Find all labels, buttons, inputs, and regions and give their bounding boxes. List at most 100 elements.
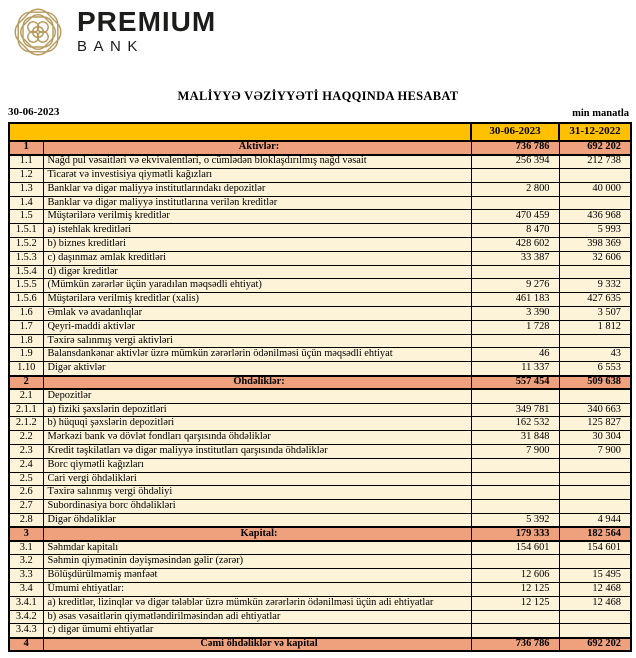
row-value-previous-cell xyxy=(558,168,632,183)
row-label-cell: Digər aktivlər xyxy=(42,361,472,377)
row-number-cell: 1.9 xyxy=(8,347,44,363)
header-col-current: 30-06-2023 xyxy=(470,122,560,142)
row-number-cell: 4 xyxy=(8,636,44,653)
row-value-current-cell: 46 xyxy=(470,347,560,363)
row-value-current-cell: 12 606 xyxy=(470,568,560,583)
row-value-current-cell xyxy=(470,457,560,473)
row-label-cell: Bölüşdürülməmiş mənfəət xyxy=(42,568,472,583)
row-value-current-cell: 12 125 xyxy=(470,582,560,597)
row-value-current-cell: 428 602 xyxy=(470,237,560,252)
row-value-previous-cell: 32 606 xyxy=(558,250,632,266)
row-number-cell: 1.5.6 xyxy=(8,292,44,308)
row-number-cell: 1.1 xyxy=(8,154,44,170)
row-value-current-cell: 33 387 xyxy=(470,250,560,266)
row-value-current-cell: 2 800 xyxy=(470,181,560,197)
row-value-previous-cell: 340 663 xyxy=(558,402,632,418)
row-value-current-cell xyxy=(470,264,560,280)
row-label-cell: Ticarət və investisiya qiymətli kağızlar… xyxy=(42,168,472,183)
row-number-cell: 3 xyxy=(8,526,44,543)
row-label-cell: Təxirə salınmış vergi aktivləri xyxy=(42,333,472,349)
row-number-cell: 1.5.4 xyxy=(8,264,44,280)
row-label-cell: Digər öhdəliklər xyxy=(42,513,472,528)
row-label-cell: Səhmin qiymətinin dəyişməsindən gəlir (z… xyxy=(42,554,472,570)
row-number-cell: 2.8 xyxy=(8,513,44,528)
row-value-current-cell xyxy=(470,623,560,639)
row-value-previous-cell xyxy=(558,471,632,487)
table-row: 2.5 Cari vergi öhdəlikləri xyxy=(8,471,632,487)
table-row: 2.1.1 a) fiziki şəxslərin depozitləri 349 … xyxy=(8,402,632,418)
row-label-cell: a) kreditlər, lizinqlər və digər tələblə… xyxy=(42,595,472,611)
row-value-current-cell: 9 276 xyxy=(470,278,560,294)
row-value-previous-cell: 4 944 xyxy=(558,513,632,528)
row-number-cell: 3.3 xyxy=(8,568,44,583)
table-row: 1.1 Nağd pul vəsaitləri və ekvivalentləri… xyxy=(8,154,632,170)
row-number-cell: 1.10 xyxy=(8,361,44,377)
table-row: 1.2 Ticarət və investisiya qiymətli kağız… xyxy=(8,168,632,183)
row-number-cell: 2.3 xyxy=(8,444,44,459)
row-label-cell: c) daşınmaz əmlak kreditləri xyxy=(42,250,472,266)
row-value-current-cell xyxy=(470,499,560,515)
table-row: 1 Aktivlər: 736 786 692 202 xyxy=(8,140,632,156)
table-row: 1.3 Banklar və digər maliyyə institutları… xyxy=(8,181,632,197)
row-value-previous-cell: 692 202 xyxy=(558,140,632,156)
row-value-previous-cell xyxy=(558,388,632,404)
row-value-previous-cell: 692 202 xyxy=(558,636,632,653)
row-value-current-cell: 179 333 xyxy=(470,526,560,543)
row-value-previous-cell xyxy=(558,609,632,625)
row-value-current-cell: 461 183 xyxy=(470,292,560,308)
table-row: 1.5.1 a) istehlak kreditləri 8 470 5 993 xyxy=(8,223,632,239)
row-label-cell: Kapital: xyxy=(42,526,472,543)
row-value-current-cell: 3 390 xyxy=(470,306,560,321)
table-row: 3.1 Səhmdar kapitalı 154 601 154 601 xyxy=(8,540,632,556)
row-number-cell: 2.1.2 xyxy=(8,416,44,432)
table-row: 3.3 Bölüşdürülməmiş mənfəət 12 606 15 495 xyxy=(8,568,632,583)
row-value-current-cell: 736 786 xyxy=(470,636,560,653)
row-value-current-cell: 5 392 xyxy=(470,513,560,528)
table-row: 2.3 Kredit təşkilatları və digər maliyyə … xyxy=(8,444,632,459)
row-value-current-cell xyxy=(470,485,560,501)
row-number-cell: 2.1.1 xyxy=(8,402,44,418)
row-number-cell: 2.1 xyxy=(8,388,44,404)
row-value-current-cell: 8 470 xyxy=(470,223,560,239)
table-row: 1.4 Banklar və digər maliyyə institutları… xyxy=(8,195,632,211)
unit-label: min manatla xyxy=(572,108,629,119)
row-number-cell: 2.5 xyxy=(8,471,44,487)
row-value-previous-cell: 7 900 xyxy=(558,444,632,459)
row-value-previous-cell: 9 332 xyxy=(558,278,632,294)
table-row: 2.1.2 b) hüquqi şəxslərin depozitləri 162 … xyxy=(8,416,632,432)
brand-name: PREMIUM xyxy=(77,6,217,37)
row-value-previous-cell: 12 468 xyxy=(558,595,632,611)
row-value-previous-cell: 15 495 xyxy=(558,568,632,583)
row-value-previous-cell: 3 507 xyxy=(558,306,632,321)
row-number-cell: 1.8 xyxy=(8,333,44,349)
brand-wordmark: PREMIUM BANK xyxy=(77,6,217,55)
row-number-cell: 1.5.5 xyxy=(8,278,44,294)
row-value-previous-cell: 398 369 xyxy=(558,237,632,252)
row-label-cell: Əmlak və avadanlıqlar xyxy=(42,306,472,321)
row-value-current-cell: 1 728 xyxy=(470,319,560,335)
table-row: 1.5.3 c) daşınmaz əmlak kreditləri 33 387 3… xyxy=(8,250,632,266)
row-number-cell: 2.6 xyxy=(8,485,44,501)
table-row: 1.10 Digər aktivlər 11 337 6 553 xyxy=(8,361,632,377)
row-number-cell: 1.7 xyxy=(8,319,44,335)
row-value-current-cell: 11 337 xyxy=(470,361,560,377)
row-value-previous-cell xyxy=(558,195,632,211)
row-value-previous-cell: 509 638 xyxy=(558,374,632,391)
row-label-cell: Depozitlər xyxy=(42,388,472,404)
table-row: 2.8 Digər öhdəliklər 5 392 4 944 xyxy=(8,513,632,528)
financial-statement-table: 30-06-2023 31-12-2022 1 Aktivlər: 736 786 6… xyxy=(8,122,632,653)
row-label-cell: b) əsas vəsaitlərin qiymətləndirilməsind… xyxy=(42,609,472,625)
table-row: 2.6 Təxirə salınmış vergi öhdəliyi xyxy=(8,485,632,501)
row-value-previous-cell xyxy=(558,333,632,349)
table-row: 3.4.2 b) əsas vəsaitlərin qiymətləndirilm… xyxy=(8,609,632,625)
row-value-current-cell: 7 900 xyxy=(470,444,560,459)
header-col-previous: 31-12-2022 xyxy=(558,122,632,142)
table-row: 1.5.4 d) digər kreditlər xyxy=(8,264,632,280)
row-number-cell: 3.1 xyxy=(8,540,44,556)
row-number-cell: 3.4.1 xyxy=(8,595,44,611)
row-value-previous-cell xyxy=(558,499,632,515)
row-value-current-cell xyxy=(470,554,560,570)
table-row: 4 Cəmi öhdəliklər və kapital 736 786 692 20… xyxy=(8,636,632,653)
row-number-cell: 3.4.2 xyxy=(8,609,44,625)
row-value-current-cell: 154 601 xyxy=(470,540,560,556)
